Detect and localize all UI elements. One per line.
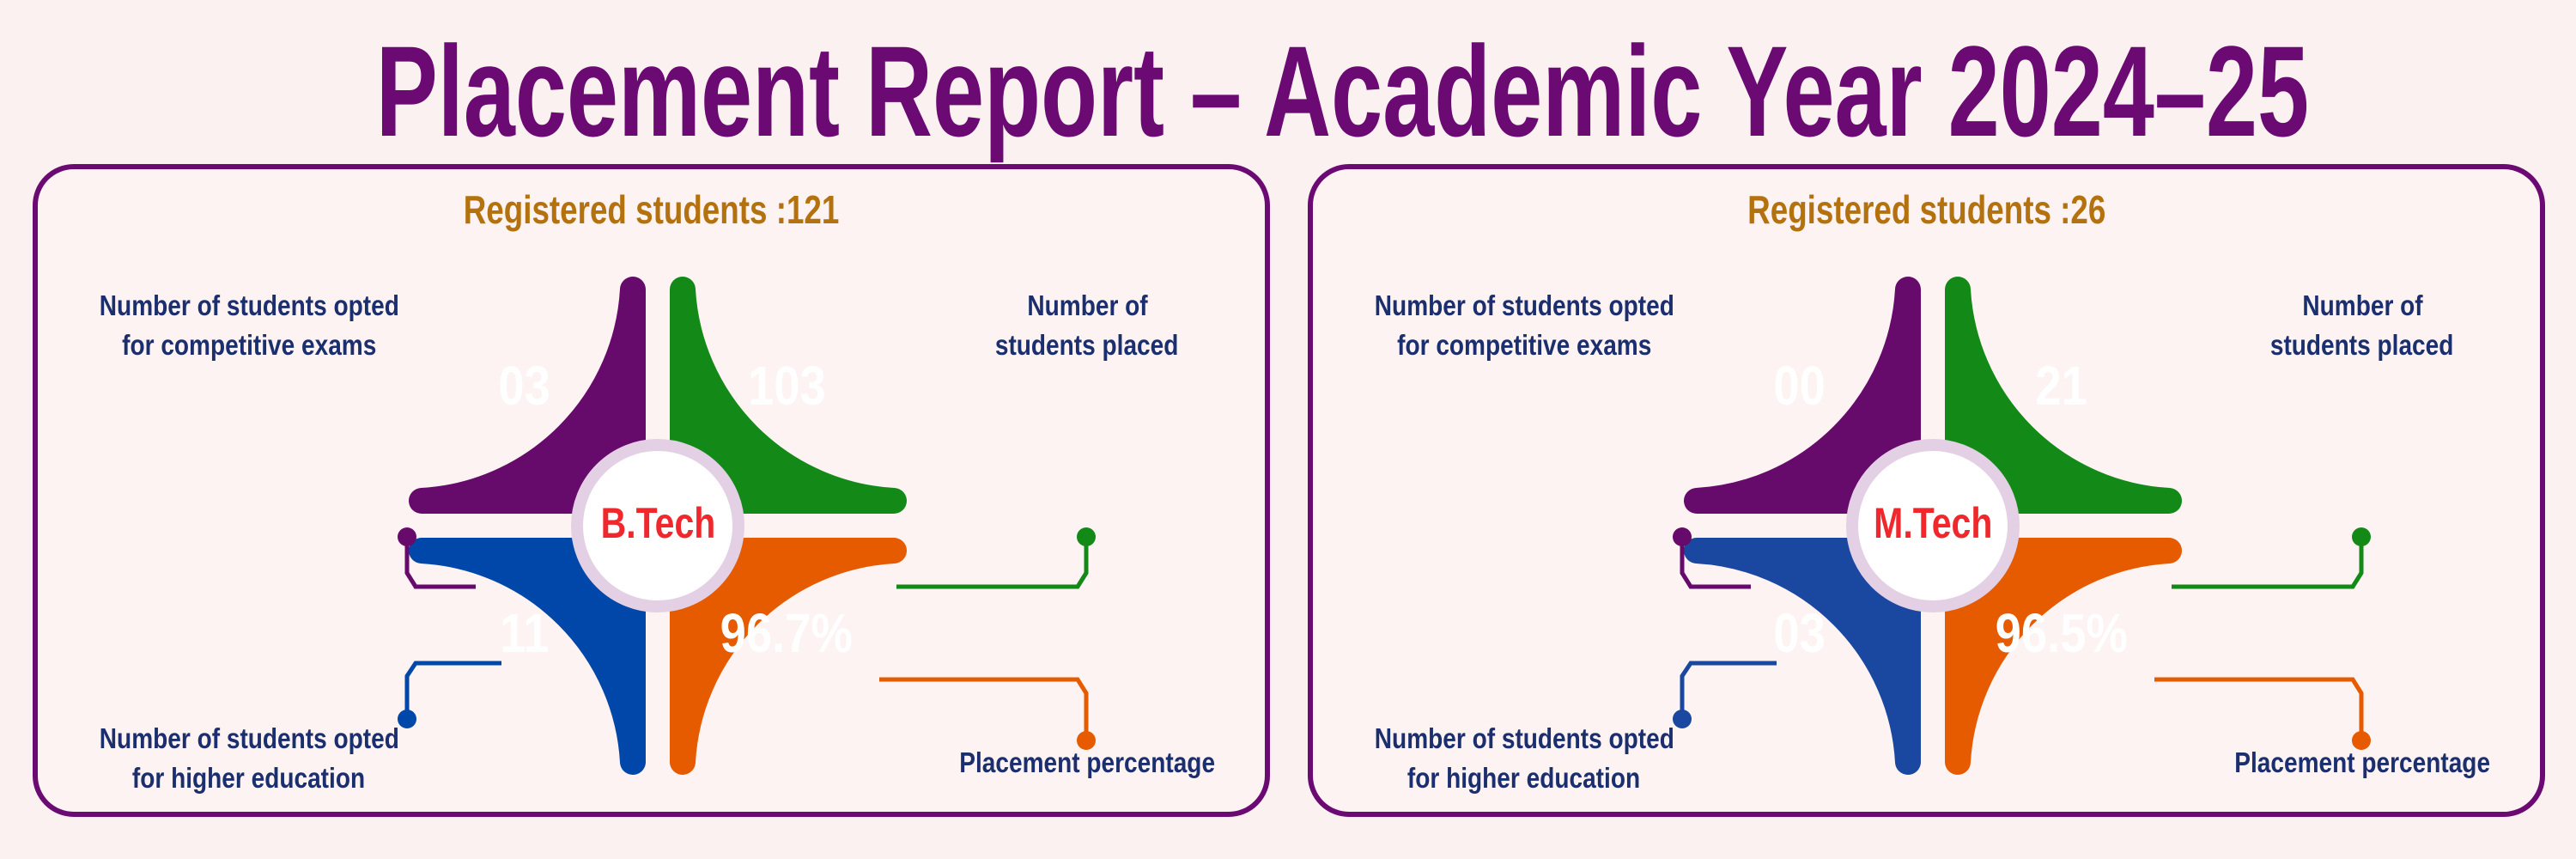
competitive-connector-dot	[1673, 527, 1692, 546]
competitive-quadrant	[1684, 277, 1921, 514]
higher-education-value: 11	[500, 602, 550, 664]
placement-percentage-label: Placement percentage	[2234, 746, 2490, 778]
higher-education-quadrant	[409, 538, 646, 775]
higher-education-connector-dot	[1673, 710, 1692, 728]
placement-percentage-quadrant	[1945, 538, 2182, 775]
registered-students: Registered students :26	[1747, 187, 2106, 232]
placed-connector-dot	[1077, 527, 1096, 546]
page-title: Placement Report – Academic Year 2024–25	[375, 19, 2310, 163]
placement-percentage-connector	[879, 677, 1089, 740]
program-label: B.Tech	[600, 499, 715, 547]
competitive-value: 00	[1773, 355, 1826, 417]
registered-students: Registered students :121	[463, 187, 840, 232]
placed-label: Number of students placed	[2270, 289, 2454, 361]
competitive-connector	[404, 537, 476, 589]
mtech-panel: Registered students :26 00 21 03 96.5% M…	[1308, 164, 2545, 817]
higher-education-connector	[1680, 661, 1777, 719]
placement-percentage-connector-dot	[2352, 731, 2371, 750]
program-label: M.Tech	[1873, 499, 1993, 547]
placement-percentage-connector-dot	[1077, 731, 1096, 750]
quadrant-diagram	[1673, 277, 2371, 775]
placed-connector-dot	[2352, 527, 2371, 546]
competitive-quadrant	[409, 277, 646, 514]
placement-percentage-value: 96.7%	[720, 602, 854, 664]
center-circle	[1846, 439, 2020, 612]
placed-connector	[2172, 537, 2364, 589]
competitive-value: 03	[498, 355, 551, 417]
placed-value: 103	[747, 355, 826, 417]
placed-quadrant	[670, 277, 907, 514]
competitive-connector-dot	[398, 527, 416, 546]
higher-education-label: Number of students opted for higher educa…	[99, 722, 399, 794]
btech-panel: Registered students :121 03 103 11 96.7%…	[33, 164, 1270, 817]
higher-education-quadrant	[1684, 538, 1921, 775]
placement-percentage-value: 96.5%	[1995, 602, 2129, 664]
placed-value: 21	[2035, 355, 2088, 417]
quadrant-diagram	[398, 277, 1096, 775]
placed-quadrant	[1945, 277, 2182, 514]
placement-percentage-quadrant	[670, 538, 907, 775]
placed-label: Number of students placed	[995, 289, 1179, 361]
competitive-connector	[1680, 537, 1751, 589]
competitive-label: Number of students opted for competitive …	[99, 289, 399, 361]
higher-education-value: 03	[1773, 602, 1826, 664]
placement-percentage-connector	[2154, 677, 2364, 740]
higher-education-connector	[404, 661, 501, 719]
center-circle	[571, 439, 744, 612]
competitive-label: Number of students opted for competitive …	[1374, 289, 1674, 361]
higher-education-connector-dot	[398, 710, 416, 728]
placed-connector	[896, 537, 1089, 589]
higher-education-label: Number of students opted for higher educa…	[1374, 722, 1674, 794]
placement-percentage-label: Placement percentage	[959, 746, 1215, 778]
